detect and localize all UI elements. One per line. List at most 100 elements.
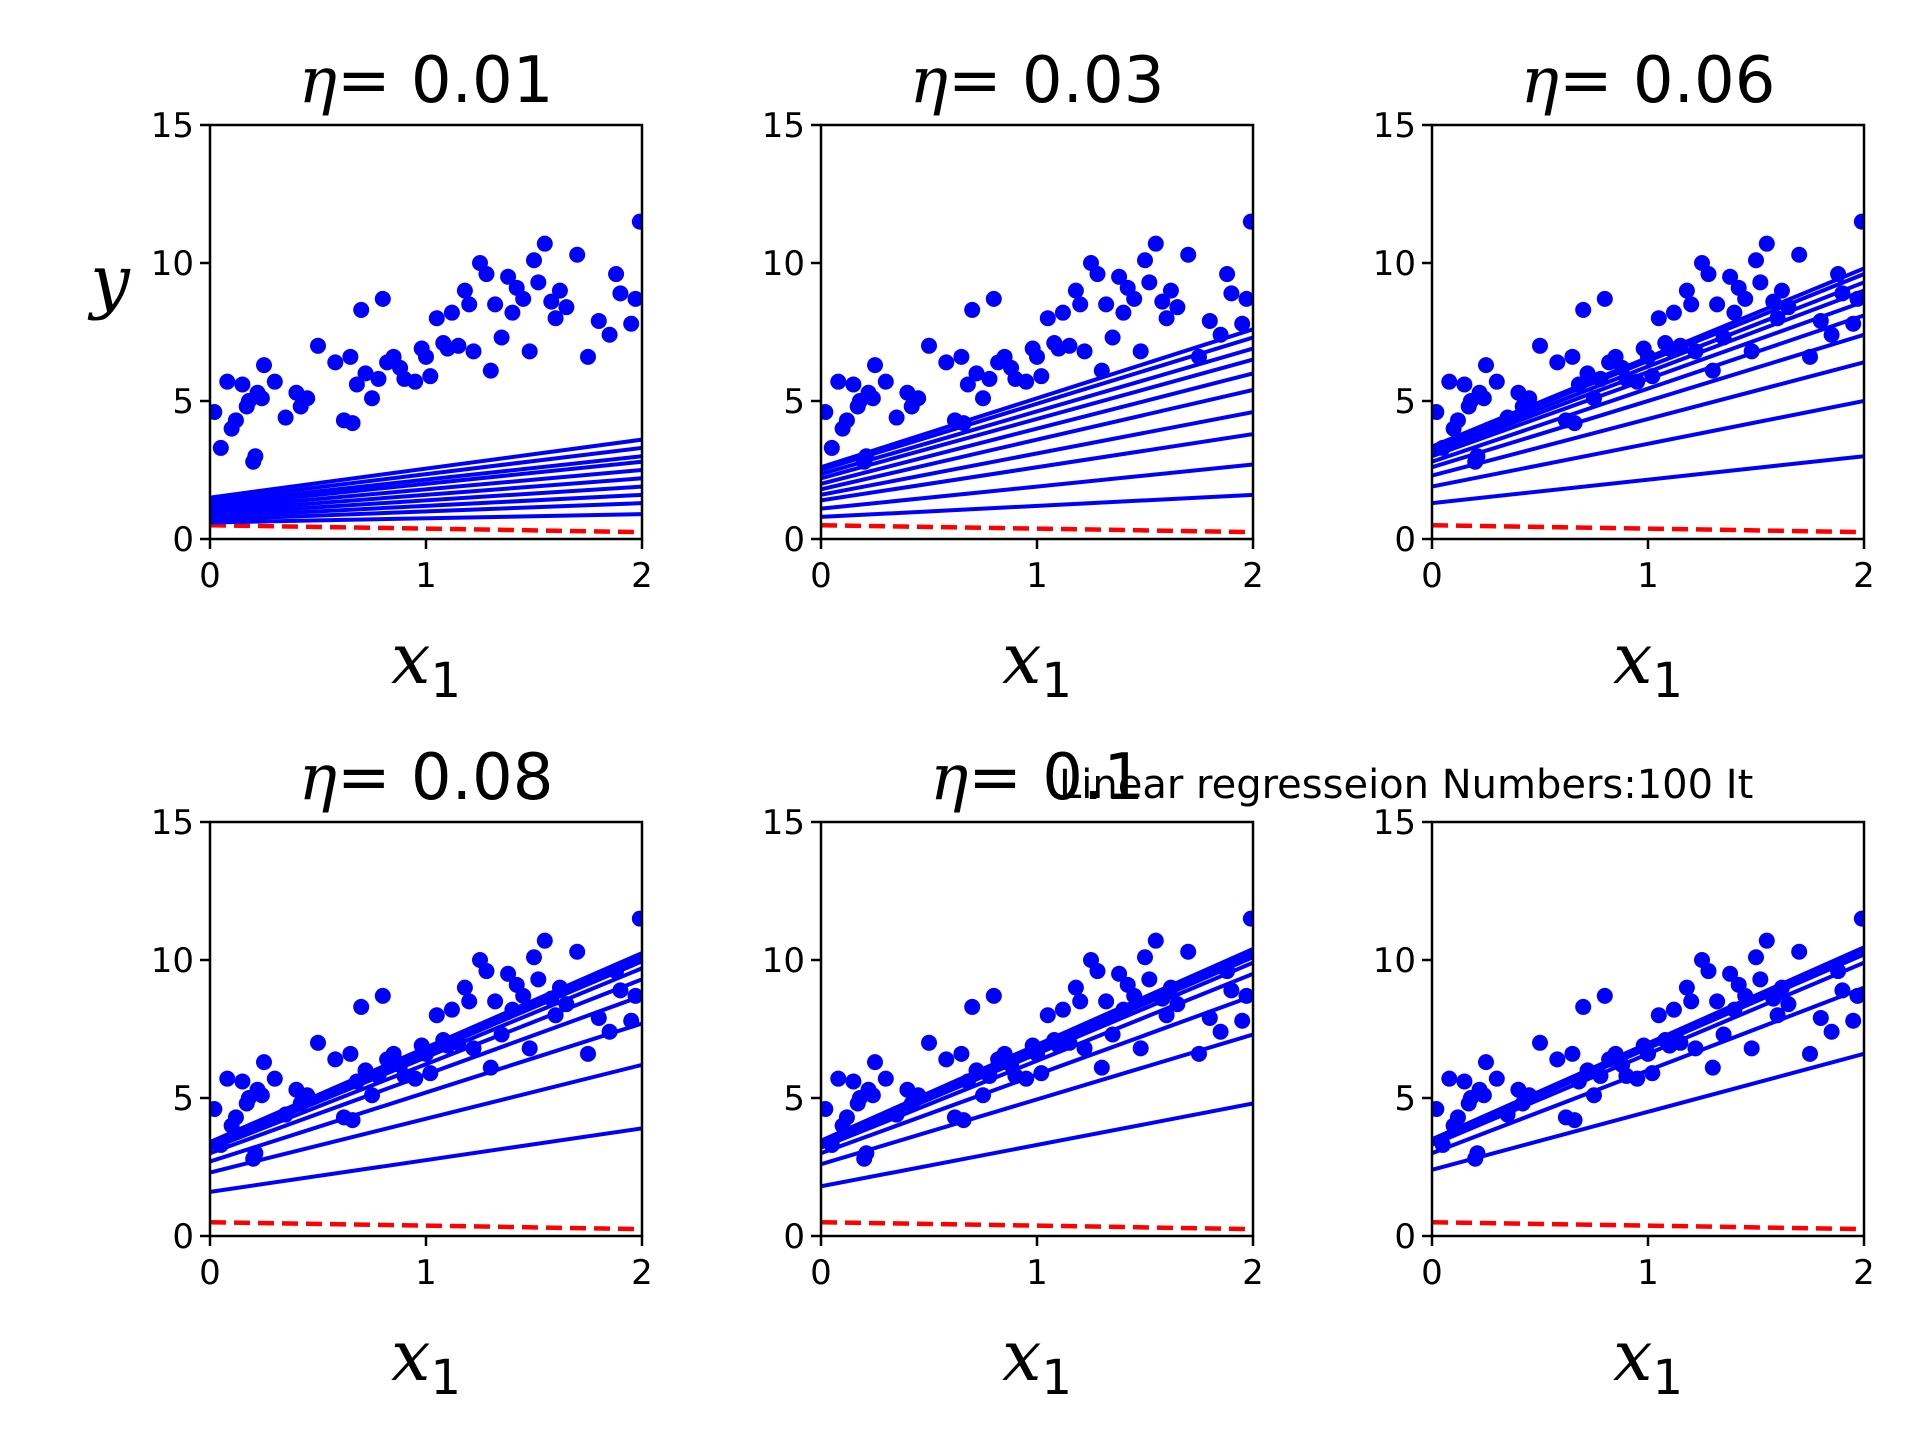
plot-frame <box>208 820 644 1238</box>
data-point <box>1549 1051 1566 1068</box>
data-point <box>1752 274 1769 291</box>
data-point <box>342 1045 359 1062</box>
data-point <box>530 274 547 291</box>
data-point <box>536 932 553 949</box>
fit-line-10 <box>821 327 1253 470</box>
data-point <box>1709 993 1726 1010</box>
data-point <box>1592 1067 1609 1084</box>
data-point <box>450 1034 467 1051</box>
data-point <box>428 1007 445 1024</box>
data-point <box>1201 312 1218 329</box>
data-point <box>1672 337 1689 354</box>
data-point <box>266 1070 283 1087</box>
data-point <box>1823 1023 1840 1040</box>
data-point <box>985 290 1002 307</box>
data-point <box>1532 337 1548 354</box>
data-point <box>1665 1001 1682 1018</box>
data-point <box>277 409 294 426</box>
title-value: = 0.03 <box>948 44 1164 118</box>
y-tick-label: 0 <box>783 1217 805 1257</box>
data-point <box>1029 348 1045 365</box>
data-point <box>1566 415 1583 432</box>
data-point <box>1700 266 1717 283</box>
data-point <box>500 268 517 285</box>
data-point <box>1532 1034 1548 1051</box>
data-point <box>482 1059 499 1076</box>
fit-line-5 <box>1432 313 1864 464</box>
data-point <box>1191 348 1207 365</box>
data-point <box>1672 1034 1689 1051</box>
data-point <box>1640 348 1656 365</box>
data-point <box>374 987 391 1004</box>
data-point <box>1650 310 1667 327</box>
data-point <box>247 448 264 465</box>
plot-frame <box>819 123 1255 541</box>
fit-line-5 <box>821 388 1253 492</box>
data-point <box>1715 1026 1732 1043</box>
data-point <box>608 963 625 980</box>
data-point <box>964 998 981 1015</box>
plot-area <box>1432 213 1864 535</box>
data-point <box>266 373 283 390</box>
data-point <box>493 1026 510 1043</box>
y-tick-label: 0 <box>1394 1217 1416 1257</box>
data-point <box>364 390 380 407</box>
data-point <box>1830 963 1847 980</box>
data-point <box>1812 312 1829 329</box>
data-point <box>374 290 391 307</box>
data-point <box>443 1001 460 1018</box>
fit-line-1 <box>821 492 1253 519</box>
data-point <box>1126 987 1143 1004</box>
data-point <box>1067 282 1084 299</box>
data-point <box>858 1145 875 1162</box>
data-point <box>1579 365 1596 382</box>
data-point <box>1111 268 1128 285</box>
data-point <box>1456 376 1473 393</box>
data-point <box>1687 1040 1704 1057</box>
x-axis-label-main: x <box>1613 1315 1652 1397</box>
data-point <box>547 1007 564 1024</box>
fit-line-6 <box>210 468 642 511</box>
data-point <box>500 965 517 982</box>
data-point <box>277 1106 294 1123</box>
initial-prediction-line <box>1432 522 1864 535</box>
data-point <box>975 1087 991 1104</box>
initial-prediction-line <box>1432 1219 1864 1232</box>
fit-line-2 <box>821 462 1253 511</box>
initial-prediction-line <box>821 1219 1253 1232</box>
data-point <box>1147 932 1164 949</box>
data-point <box>1475 390 1492 407</box>
data-point <box>558 299 575 316</box>
data-point <box>1098 993 1115 1010</box>
data-point <box>1629 373 1646 390</box>
data-point <box>526 949 542 966</box>
data-point <box>407 373 424 390</box>
fit-line-1 <box>210 1126 642 1194</box>
data-point <box>422 1065 439 1082</box>
data-point <box>558 996 575 1013</box>
data-point <box>1137 252 1153 269</box>
data-point <box>1499 1106 1516 1123</box>
x-axis-label-subscript: 1 <box>430 653 461 709</box>
data-point <box>1154 990 1171 1007</box>
data-point <box>910 390 927 407</box>
subplot-title: η= 0.01 <box>299 44 554 118</box>
y-tick-label: 15 <box>151 803 194 843</box>
data-point <box>821 1101 834 1118</box>
title-value: = 0.01 <box>337 44 553 118</box>
data-point <box>1434 439 1451 456</box>
x-tick-label: 1 <box>1026 556 1048 596</box>
data-point <box>1596 290 1613 307</box>
data-point <box>1191 1045 1207 1062</box>
data-point <box>1586 390 1602 407</box>
data-point <box>1054 1001 1071 1018</box>
data-point <box>342 348 359 365</box>
data-point <box>1104 1026 1121 1043</box>
y-tick-label: 0 <box>1394 520 1416 560</box>
data-point <box>1212 326 1229 343</box>
data-point <box>1765 990 1782 1007</box>
data-point <box>493 329 510 346</box>
plot-area <box>821 213 1253 535</box>
data-point <box>1780 996 1797 1013</box>
data-point <box>1180 246 1197 263</box>
